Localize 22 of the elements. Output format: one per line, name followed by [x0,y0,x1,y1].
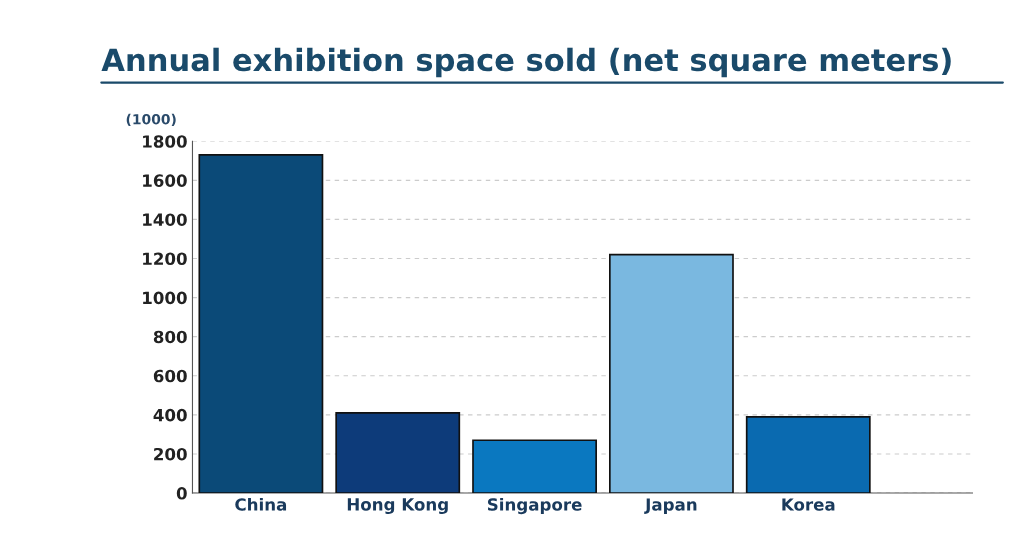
y-tick-label: 1400 [143,213,187,226]
x-tick-label: Hong Kong [347,498,448,515]
bar [745,415,871,494]
x-tick-label: Singapore [487,497,582,515]
chart-title: Annual exhibition space sold (net square meters) [101,47,951,78]
y-tick-label: 1800 [143,135,187,148]
y-tick-label: 1200 [143,252,187,266]
y-tick-label: 0 [176,486,187,500]
x-tick-label: Japan [644,498,697,515]
y-axis-title: (1000) [126,113,176,127]
y-tick-label: 400 [153,408,187,422]
bar [198,154,324,494]
x-tick-label: Korea [782,498,835,511]
y-tick-label: 600 [153,369,187,383]
y-tick-label: 800 [153,330,187,344]
y-tick-label: 1600 [143,174,187,187]
bar [609,253,734,494]
bar [335,412,461,494]
x-tick-label: China [235,497,287,511]
bar [472,439,597,494]
y-tick-label: 200 [154,447,187,461]
y-tick-label: 1000 [143,291,187,305]
